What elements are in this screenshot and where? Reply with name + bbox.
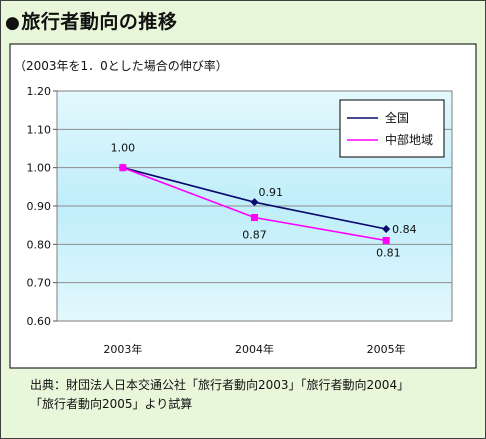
chart-title: ●旅行者動向の推移 bbox=[5, 7, 177, 34]
data-label: 0.81 bbox=[376, 247, 401, 260]
data-point-national bbox=[382, 225, 391, 233]
x-tick-label: 2004年 bbox=[235, 342, 274, 356]
y-tick-label: 1.00 bbox=[27, 162, 52, 175]
data-point-chubu bbox=[382, 237, 390, 244]
data-point-chubu bbox=[119, 164, 127, 172]
y-tick-label: 0.90 bbox=[27, 200, 52, 213]
data-label: 1.00 bbox=[111, 142, 136, 155]
legend-box bbox=[339, 99, 445, 158]
source-note: 出典：財団法人日本交通公社「旅行者動向2003」「旅行者動向2004」 「旅行者… bbox=[30, 376, 409, 414]
source-line-1: 出典：財団法人日本交通公社「旅行者動向2003」「旅行者動向2004」 bbox=[30, 378, 410, 392]
data-point-chubu bbox=[251, 214, 258, 221]
y-tick-label: 1.10 bbox=[27, 123, 52, 136]
x-axis: 2003年 2004年 2005年 bbox=[103, 342, 405, 356]
y-tick-label: 1.20 bbox=[27, 85, 52, 98]
legend-label: 中部地域 bbox=[385, 132, 433, 147]
data-label: 0.91 bbox=[259, 186, 284, 199]
y-tick-label: 0.70 bbox=[27, 277, 52, 290]
data-label: 0.87 bbox=[242, 229, 267, 242]
y-axis: 0.60 0.70 0.80 0.90 1.00 1.10 1.20 bbox=[27, 85, 57, 328]
title-bullet: ● bbox=[5, 13, 21, 33]
grid-lines bbox=[57, 128, 452, 284]
legend-label: 全国 bbox=[385, 110, 409, 125]
y-tick-label: 0.60 bbox=[27, 315, 52, 328]
source-line-2: 「旅行者動向2005」より試算 bbox=[30, 397, 193, 411]
y-tick-label: 0.80 bbox=[27, 238, 52, 251]
x-tick-label: 2005年 bbox=[367, 342, 406, 356]
series-layer: 1.00 0.91 0.84 0.87 0.81 bbox=[111, 142, 417, 260]
data-label: 0.84 bbox=[392, 223, 417, 236]
x-tick-label: 2003年 bbox=[103, 342, 142, 356]
title-text: 旅行者動向の推移 bbox=[21, 11, 178, 33]
data-point-national bbox=[250, 198, 259, 207]
chart-note: （2003年を1．0とした場合の伸び率） bbox=[14, 58, 228, 73]
